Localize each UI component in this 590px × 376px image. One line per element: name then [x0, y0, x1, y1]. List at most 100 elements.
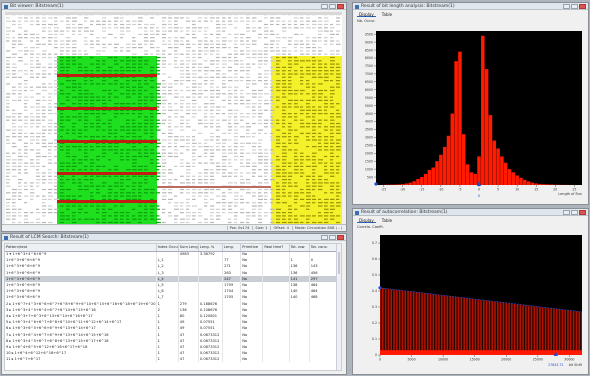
bit-cell	[246, 136, 251, 138]
table-cell: L_4	[156, 275, 179, 282]
maximize-button[interactable]	[329, 4, 336, 9]
bit-cell	[276, 195, 281, 197]
bit-cell	[216, 63, 220, 65]
minimize-button[interactable]	[321, 4, 328, 9]
bit-cell	[192, 63, 197, 65]
bit-cell	[204, 30, 208, 32]
histogram-bar	[446, 135, 451, 185]
minimize-button[interactable]	[321, 235, 328, 240]
bit-cell	[150, 192, 155, 194]
table-row[interactable]: 2 ▸ 1+6^7+4^3+6^6+6^7+6^8+6^9+6^10+6^15+…	[5, 300, 341, 307]
bit-cell	[300, 106, 304, 108]
table-row[interactable]: 1 ▾ 1+6^3+4^6+6^9 4983 3.36792 No	[5, 251, 341, 258]
table-row[interactable]: 1+6^3+6^6+6^9 L_2 271 No 136 143	[5, 263, 341, 270]
table-row[interactable]: 1+6^3+6^6+6^9 L_3 263 No 136 456	[5, 269, 341, 276]
bit-cell	[330, 169, 335, 171]
bit-viewer-titlebar[interactable]: Bit viewer: Bitstream(1)	[2, 3, 346, 10]
bit-cell	[144, 218, 148, 220]
bit-cell	[330, 218, 335, 220]
bit-cell	[54, 73, 58, 75]
tab-display[interactable]: Display	[357, 218, 376, 223]
close-button[interactable]	[579, 210, 586, 215]
table-scrollbar[interactable]	[336, 244, 341, 370]
table-row[interactable]: 11 ▸ 1+6^7+6^17 1 47 0.0673312 No	[5, 356, 341, 363]
bit-cell	[336, 33, 340, 35]
bit-cell	[36, 47, 40, 49]
close-button[interactable]	[337, 4, 344, 9]
bit-cell	[12, 63, 17, 65]
column-header[interactable]: Leng. %	[198, 244, 224, 252]
minimize-button[interactable]	[563, 4, 570, 9]
table-row[interactable]: 5 ▸ 1+6^3+4^6+6^7+6^8+6^10+6^11+6^12+6^1…	[5, 319, 341, 326]
bit-cell	[276, 175, 281, 177]
tab-table[interactable]: Table	[381, 12, 393, 17]
table-row[interactable]: 1+6^3+6^6+6^9 L_6 1704 No 140 464	[5, 288, 341, 295]
lcs-titlebar[interactable]: Result of LCM Search: Bitstream(1)	[2, 234, 346, 241]
bit-cell	[120, 221, 124, 224]
bit-cell	[90, 175, 94, 177]
autocorrelation-plot[interactable]: 00.10.20.30.40.50.60.70 5000 10000 15000 200…	[354, 231, 589, 373]
bit-cell	[204, 113, 208, 115]
table-cell	[262, 350, 290, 357]
table-row[interactable]: 9 ▸ 1+6^4+6^5+6^12+6^16+6^17+6^18 1 47 0.06…	[5, 343, 341, 350]
column-header[interactable]: Index Occur.	[156, 244, 179, 252]
hist-titlebar[interactable]: Result of bit length analysis: Bitstream…	[353, 3, 588, 10]
table-row[interactable]: 6 ▸ 1+6^3+6^5+6^6+6^9+6^13+6^14+6^17 1 49 0…	[5, 325, 341, 332]
bit-cell	[186, 53, 190, 55]
close-button[interactable]	[579, 4, 586, 9]
table-row[interactable]: 1+6^3+6^6+6^9 L_1 77 No 1 0	[5, 257, 341, 264]
bit-cell	[180, 70, 185, 72]
bit-grid-canvas[interactable]	[5, 12, 342, 224]
bit-cell	[42, 212, 46, 214]
bit-cell	[72, 122, 77, 125]
bit-cell	[36, 20, 40, 22]
y-tick-label: 0.2	[372, 321, 377, 325]
bit-cell	[138, 63, 142, 65]
bit-cell	[312, 159, 317, 161]
bit-cell	[216, 30, 221, 32]
scroll-thumb[interactable]	[338, 252, 340, 274]
column-header[interactable]: Leng.	[222, 244, 242, 252]
bit-cell	[144, 215, 148, 217]
bit-cell	[78, 66, 83, 68]
maximize-button[interactable]	[571, 210, 578, 215]
table-row[interactable]: 3 ▸ 1+6^3+4^5+6^4+6^7+6^14+6^15+6^18 2 136…	[5, 306, 341, 313]
table-row[interactable]: 1+6^3+6^6+6^9 L_4 247 No 141 297	[5, 275, 341, 282]
table-cell: 136	[289, 269, 310, 276]
close-button[interactable]	[337, 235, 344, 240]
table-row[interactable]: 4 ▸ 1+6^3+7+6^3+6^13+6^14+6^16+6^17 1 80 0.…	[5, 312, 341, 320]
bit-cell	[156, 155, 161, 158]
auto-titlebar[interactable]: Result of autocorrelation: Bitstream(1)	[353, 209, 588, 216]
tab-table[interactable]: Table	[381, 218, 393, 223]
tab-display[interactable]: Display	[357, 12, 376, 17]
table-row[interactable]: 1+6^3+6^6+6^9 L_7 1705 No 140 468	[5, 294, 341, 301]
bit-cell	[48, 106, 53, 108]
table-row[interactable]: 7 ▸ 1+6^3+6^4+6^7+6^9+6^13+6^14+6^15+6^1…	[5, 331, 341, 338]
bit-cell	[264, 83, 269, 85]
column-header[interactable]: Tot. row	[289, 244, 310, 252]
maximize-button[interactable]	[329, 235, 336, 240]
table-row[interactable]: 10 ▸ 1+6^4+6^12+6^16+6^17 1 47 0.0673312 No	[5, 350, 341, 357]
table-cell: 271	[222, 263, 242, 270]
minimize-button[interactable]	[563, 210, 570, 215]
bit-cell	[288, 162, 292, 164]
column-header[interactable]: Real time?	[262, 244, 290, 252]
lcs-table[interactable]: Pattern/text Index Occur. Sum Leng. Leng. %…	[4, 243, 342, 371]
bit-cell	[252, 116, 256, 118]
bit-cell	[114, 169, 119, 171]
column-header[interactable]: Primitive	[240, 244, 264, 252]
bit-cell	[96, 185, 101, 187]
table-row[interactable]: 1+6^3+6^6+6^9 L_5 1709 No 138 464	[5, 281, 341, 289]
bit-cell	[222, 142, 227, 144]
histogram-plot[interactable]: 5001000150020002500300035004000450050005…	[354, 25, 589, 201]
table-row[interactable]: 8 ▸ 1+6^3+4^5+6^7+6^8+6^13+6^15+6^17+6^1…	[5, 337, 341, 344]
bit-cell	[90, 20, 94, 22]
maximize-button[interactable]	[571, 4, 578, 9]
bit-cell	[336, 23, 341, 26]
bit-grid[interactable]	[5, 12, 342, 224]
bit-cell	[252, 17, 257, 19]
column-header[interactable]: Sum Leng.	[178, 244, 199, 252]
bit-cell	[240, 93, 244, 95]
column-header[interactable]: Pattern/text	[5, 244, 157, 252]
bit-cell	[48, 159, 53, 161]
